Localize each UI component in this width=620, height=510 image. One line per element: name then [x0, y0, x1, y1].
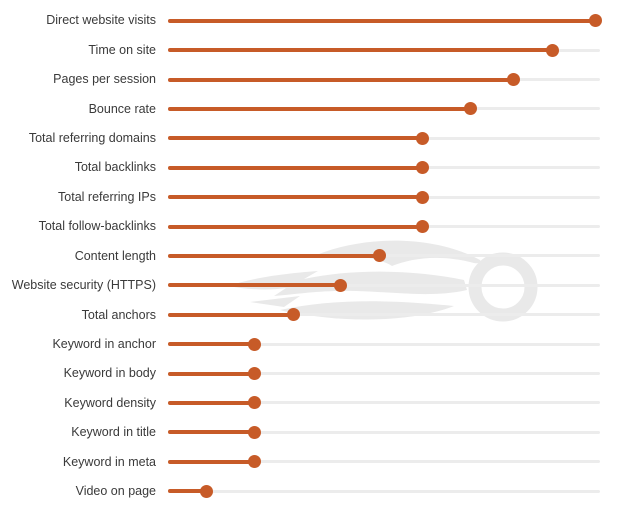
factor-track	[168, 241, 600, 270]
factor-label: Website security (HTTPS)	[11, 278, 156, 293]
factor-label: Keyword in anchor	[52, 336, 156, 351]
factor-row: Total backlinks	[0, 153, 600, 182]
factor-track	[168, 94, 600, 123]
track-background	[168, 372, 600, 376]
factor-row: Keyword in meta	[0, 447, 600, 476]
value-dot	[334, 278, 348, 292]
track-background	[168, 342, 600, 346]
factor-row: Keyword in anchor	[0, 329, 600, 358]
value-dot	[200, 484, 214, 498]
factor-label: Direct website visits	[46, 13, 156, 28]
factor-track	[168, 153, 600, 182]
factor-row: Total referring domains	[0, 124, 600, 153]
factor-row: Total anchors	[0, 300, 600, 329]
factor-label: Keyword in title	[71, 425, 156, 440]
factor-label: Total anchors	[81, 307, 156, 322]
value-dot	[247, 367, 261, 381]
factor-row: Keyword in title	[0, 418, 600, 447]
factor-label: Total referring domains	[28, 131, 156, 146]
factor-track	[168, 477, 600, 506]
value-line	[168, 312, 294, 317]
factor-row: Website security (HTTPS)	[0, 271, 600, 300]
factor-row: Video on page	[0, 477, 600, 506]
factor-row: Total follow-backlinks	[0, 212, 600, 241]
value-dot	[247, 425, 261, 439]
factor-row: Bounce rate	[0, 94, 600, 123]
value-line	[168, 283, 341, 288]
value-dot	[463, 102, 477, 116]
factor-label: Bounce rate	[88, 101, 156, 116]
value-dot	[286, 308, 300, 322]
value-line	[168, 253, 380, 258]
factor-track	[168, 300, 600, 329]
factor-row: Total referring IPs	[0, 182, 600, 211]
factor-track	[168, 447, 600, 476]
factor-label: Video on page	[75, 483, 156, 498]
factor-track	[168, 212, 600, 241]
factor-label: Keyword density	[64, 395, 156, 410]
value-line	[168, 106, 471, 111]
value-line	[168, 459, 255, 464]
factor-label: Time on site	[88, 42, 156, 57]
factor-track	[168, 388, 600, 417]
value-line	[168, 342, 255, 347]
value-line	[168, 430, 255, 435]
value-dot	[589, 14, 603, 28]
factor-label: Content length	[74, 248, 156, 263]
value-dot	[416, 161, 430, 175]
factor-label: Total backlinks	[74, 160, 156, 175]
factor-track	[168, 6, 603, 35]
factor-row: Content length	[0, 241, 600, 270]
value-line	[168, 195, 423, 200]
factor-label: Pages per session	[53, 72, 156, 87]
factor-track	[168, 329, 600, 358]
factor-track	[168, 65, 600, 94]
value-line	[168, 224, 423, 229]
value-line	[168, 371, 255, 376]
value-dot	[416, 190, 430, 204]
value-line	[168, 77, 514, 82]
factor-track	[168, 182, 600, 211]
factor-row: Time on site	[0, 35, 600, 64]
value-line	[168, 165, 423, 170]
factor-track	[168, 124, 600, 153]
factor-label: Keyword in body	[63, 366, 156, 381]
factor-row: Keyword density	[0, 388, 600, 417]
value-dot	[416, 131, 430, 145]
track-background	[168, 430, 600, 434]
factor-track	[168, 271, 600, 300]
value-dot	[247, 337, 261, 351]
value-dot	[507, 73, 521, 87]
factor-row: Pages per session	[0, 65, 600, 94]
value-dot	[373, 249, 387, 263]
value-line	[168, 18, 596, 23]
factor-label: Total referring IPs	[58, 189, 156, 204]
value-line	[168, 136, 423, 141]
value-dot	[416, 220, 430, 234]
factor-row: Keyword in body	[0, 359, 600, 388]
value-dot	[247, 455, 261, 469]
track-background	[168, 460, 600, 464]
factor-track	[168, 418, 600, 447]
track-background	[168, 489, 600, 493]
value-line	[168, 489, 207, 494]
factor-label: Total follow-backlinks	[38, 219, 156, 234]
track-background	[168, 401, 600, 405]
factor-track	[168, 359, 600, 388]
value-dot	[545, 43, 559, 57]
factor-row: Direct website visits	[0, 6, 603, 35]
value-dot	[247, 396, 261, 410]
factor-track	[168, 35, 600, 64]
factor-label: Keyword in meta	[62, 454, 156, 469]
value-line	[168, 400, 255, 405]
value-line	[168, 48, 553, 53]
